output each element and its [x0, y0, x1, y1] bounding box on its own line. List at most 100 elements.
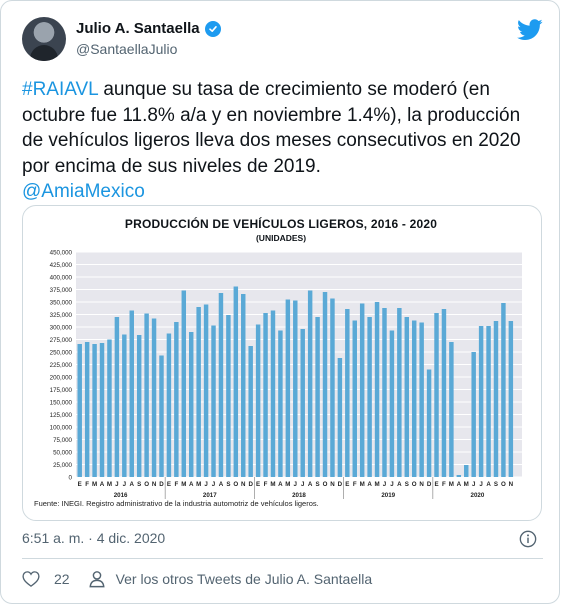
x-tick-label: J [212, 481, 216, 488]
info-icon[interactable] [519, 530, 537, 548]
bar [307, 290, 313, 477]
x-tick-label: J [123, 481, 127, 488]
bar [203, 304, 209, 477]
x-tick-label: N [419, 481, 424, 488]
bar [159, 355, 164, 477]
y-tick-label: 150,000 [50, 400, 73, 407]
y-tick-label: 425,000 [50, 262, 73, 269]
avatar[interactable] [22, 17, 66, 61]
tweet-actions: 22 Ver los otros Tweets de Julio A. Sant… [22, 570, 372, 588]
x-tick-label: M [107, 481, 112, 488]
x-tick-label: S [137, 481, 141, 488]
x-tick-label: M [285, 481, 290, 488]
bar [99, 343, 105, 477]
bar [464, 465, 469, 477]
tweet-timestamp[interactable]: 6:51 a. m. · 4 dic. 2020 [22, 530, 166, 546]
like-count[interactable]: 22 [54, 571, 70, 587]
x-tick-label: O [323, 481, 328, 488]
mention-link[interactable]: @AmiaMexico [22, 181, 145, 202]
year-label: 2017 [203, 492, 217, 499]
tweet-body: aunque su tasa de crecimiento se moderó … [22, 79, 521, 177]
y-tick-label: 300,000 [50, 325, 73, 332]
chart-source: Fuente: INEGI. Registro administrativo d… [34, 499, 319, 508]
bar [174, 322, 179, 477]
bar [226, 315, 231, 477]
bar [330, 298, 335, 477]
bar [508, 321, 514, 477]
bar [188, 332, 194, 477]
x-tick-label: J [383, 481, 387, 488]
x-tick-label: A [130, 481, 135, 488]
x-tick-label: A [278, 481, 283, 488]
divider [22, 558, 543, 559]
x-tick-label: F [442, 481, 446, 488]
see-more-tweets-link[interactable]: Ver los otros Tweets de Julio A. Santael… [115, 571, 373, 587]
x-tick-label: E [256, 481, 260, 488]
tweet-header: Julio A. Santaella @SantaellaJulio [22, 17, 543, 67]
x-tick-label: A [367, 481, 372, 488]
bar [471, 352, 476, 477]
x-tick-label: O [233, 481, 238, 488]
y-tick-label: 375,000 [50, 287, 73, 294]
bar [367, 317, 372, 477]
x-tick-label: A [486, 481, 491, 488]
x-tick-label: F [85, 481, 89, 488]
x-tick-label: A [100, 481, 105, 488]
x-tick-label: M [449, 481, 454, 488]
x-tick-label: J [472, 481, 476, 488]
bar [151, 318, 157, 477]
bar [218, 293, 224, 477]
bar [501, 303, 506, 477]
bar [114, 317, 120, 477]
bar [397, 308, 402, 477]
y-tick-label: 450,000 [50, 250, 73, 257]
y-tick-label: 100,000 [50, 425, 73, 432]
chart-svg: 0 25,000 50,000 75,000 100,000 125,000 150,000… [50, 250, 522, 499]
x-tick-label: D [159, 481, 164, 488]
author-name[interactable]: Julio A. Santaella [76, 20, 200, 37]
twitter-bird-icon[interactable] [517, 19, 543, 41]
author-handle[interactable]: @SantaellaJulio [76, 41, 178, 57]
bar [411, 320, 417, 477]
x-tick-label: O [501, 481, 506, 488]
bar [278, 330, 283, 477]
x-tick-label: M [181, 481, 186, 488]
y-tick-label: 350,000 [50, 300, 73, 307]
x-tick-label: J [301, 481, 305, 488]
heart-icon[interactable] [22, 570, 40, 588]
x-tick-label: O [144, 481, 149, 488]
x-tick-label: F [174, 481, 178, 488]
person-icon[interactable] [88, 570, 106, 588]
x-tick-label: M [196, 481, 201, 488]
hashtag-link[interactable]: #RAIAVL [22, 79, 99, 100]
bar [122, 334, 127, 477]
chart-subtitle: (UNIDADES) [255, 233, 307, 243]
bar [404, 317, 410, 477]
x-tick-label: J [479, 481, 483, 488]
y-tick-label: 175,000 [50, 387, 73, 394]
bar [426, 369, 432, 477]
bar [478, 326, 484, 477]
bar [241, 294, 246, 477]
x-tick-label: A [397, 481, 402, 488]
y-tick-label: 125,000 [50, 412, 73, 419]
bar [129, 310, 134, 477]
chart-image[interactable]: PRODUCCIÓN DE VEHÍCULOS LIGEROS, 2016 - … [22, 205, 542, 521]
bar [493, 321, 499, 477]
year-label: 2016 [114, 492, 128, 499]
x-tick-label: O [412, 481, 417, 488]
x-tick-label: E [434, 481, 438, 488]
x-tick-label: M [374, 481, 379, 488]
x-tick-label: A [189, 481, 194, 488]
bar [136, 335, 142, 477]
y-tick-label: 200,000 [50, 375, 73, 382]
bar [211, 325, 216, 477]
chart-container: PRODUCCIÓN DE VEHÍCULOS LIGEROS, 2016 - … [30, 213, 532, 511]
y-tick-label: 225,000 [50, 362, 73, 369]
y-tick-label: 325,000 [50, 312, 73, 319]
x-tick-label: J [294, 481, 298, 488]
x-tick-label: J [204, 481, 208, 488]
year-label: 2018 [292, 492, 306, 499]
x-tick-label: N [241, 481, 246, 488]
